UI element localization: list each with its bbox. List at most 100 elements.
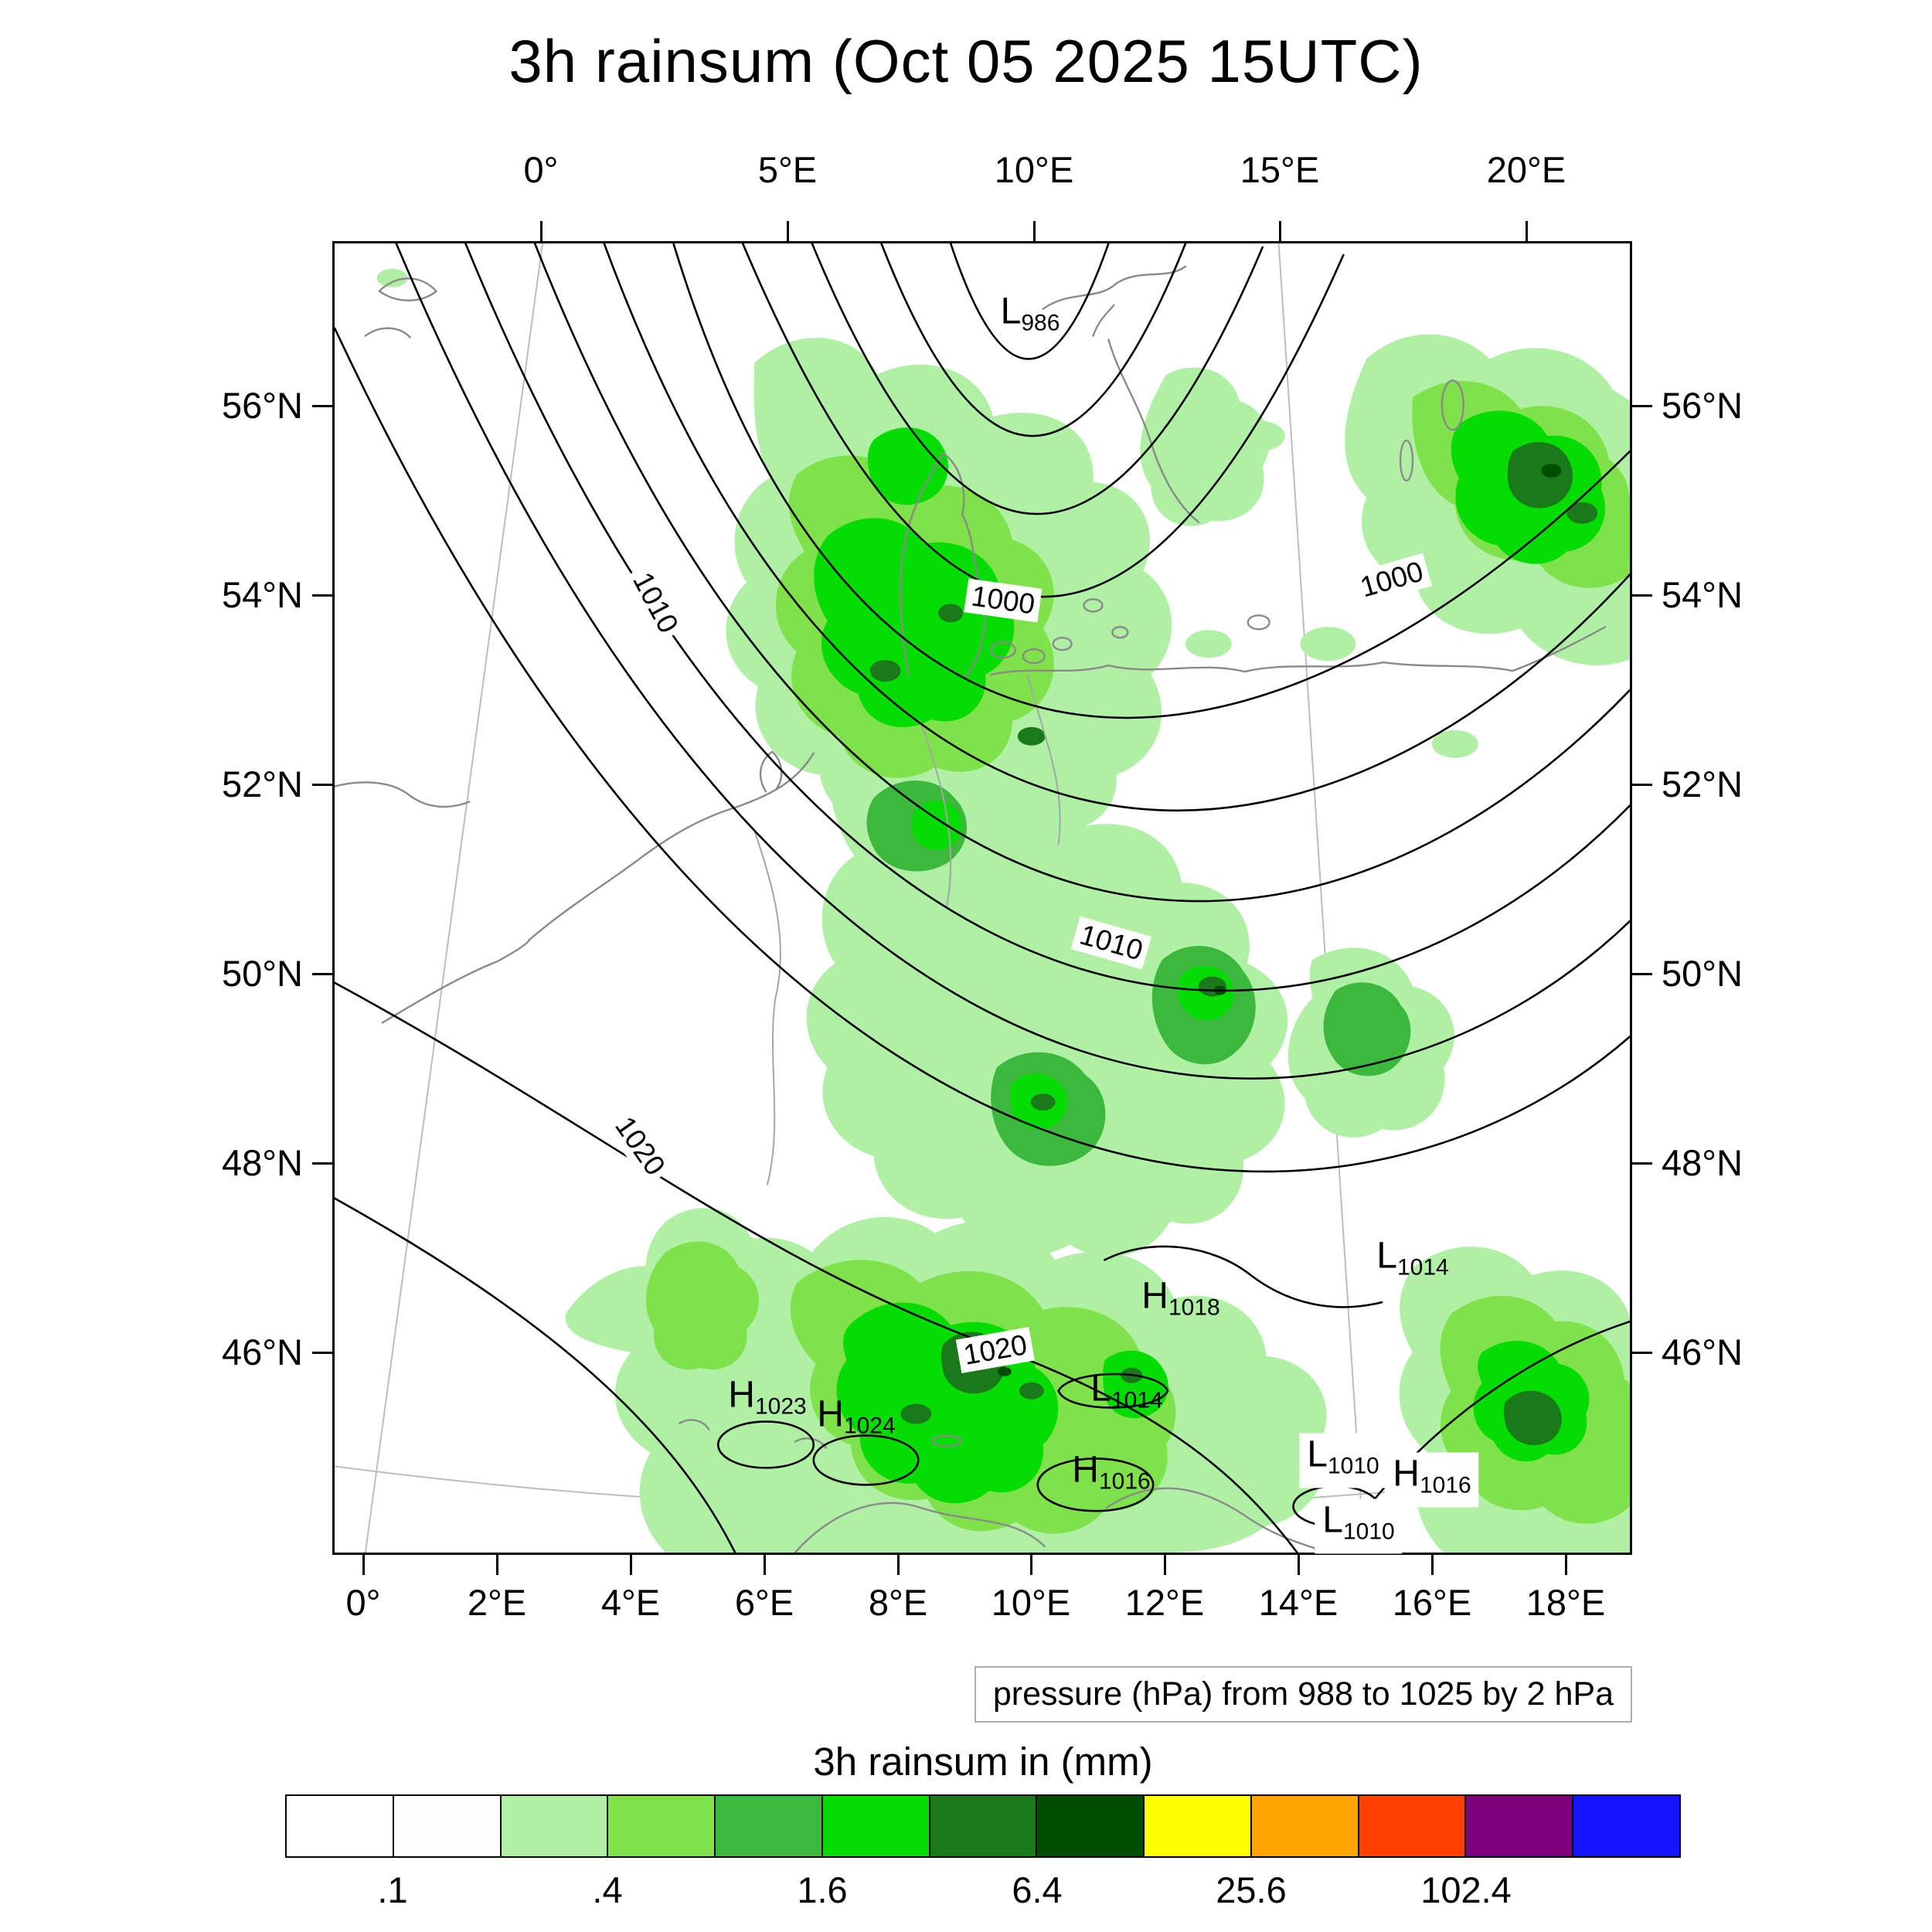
pressure-center-value: 1016	[1419, 1472, 1471, 1498]
axis-tick	[312, 784, 332, 786]
axis-tick	[630, 1555, 632, 1575]
colorbar-tick-label: 6.4	[1012, 1869, 1063, 1910]
rain-patch	[806, 755, 1288, 1257]
river	[919, 719, 952, 906]
lake	[679, 1419, 710, 1430]
isobar-line	[1104, 1245, 1383, 1308]
colorbar-tick-label: 102.4	[1420, 1869, 1512, 1910]
bottom-axis-label: 10°E	[991, 1582, 1071, 1623]
island	[1440, 379, 1464, 431]
rain-spot	[1566, 502, 1598, 524]
coastline	[364, 327, 411, 338]
top-axis-label: 15°E	[1240, 149, 1320, 190]
graticule-line	[364, 243, 544, 1553]
rain-spot	[997, 1366, 1012, 1376]
colorbar-cell	[716, 1796, 823, 1856]
rain-patch	[1431, 730, 1478, 758]
pressure-center-letter: H	[817, 1393, 844, 1435]
pressure-center-letter: L	[1322, 1499, 1343, 1541]
pressure-center: H1024	[817, 1393, 895, 1447]
chart-title: 3h rainsum (Oct 05 2025 15UTC)	[509, 27, 1423, 95]
island	[1052, 636, 1073, 651]
rain-spot	[938, 604, 964, 623]
isobar-line	[811, 243, 1264, 515]
pressure-center: L1014	[1090, 1369, 1162, 1421]
rain-patch	[1185, 630, 1232, 658]
pressure-center-letter: L	[1000, 291, 1022, 332]
axis-tick	[312, 1352, 332, 1354]
pressure-center-value: 1010	[1327, 1453, 1379, 1479]
right-axis-label: 54°N	[1662, 574, 1743, 615]
isobar-line	[672, 243, 1630, 719]
rain-patch	[1300, 627, 1356, 662]
coastline	[378, 277, 437, 301]
island	[1083, 598, 1104, 613]
coastline	[759, 750, 783, 793]
colorbar-cell	[930, 1796, 1038, 1856]
bottom-axis-label: 14°E	[1258, 1582, 1338, 1623]
colorbar-cell	[393, 1796, 502, 1856]
island	[989, 641, 1017, 659]
pressure-caption: pressure (hPa) from 988 to 1025 by 2 hPa	[974, 1666, 1632, 1723]
isobar-line	[716, 1420, 815, 1469]
pressure-center: H1018	[1141, 1276, 1220, 1328]
axis-tick	[1565, 1555, 1567, 1575]
left-axis-label: 52°N	[221, 764, 303, 804]
pressure-center-value: 1010	[1342, 1519, 1395, 1545]
coastline	[1092, 304, 1115, 337]
axis-tick	[1526, 221, 1528, 241]
axis-tick	[764, 1555, 766, 1575]
colorbar-tick-label: .1	[377, 1869, 408, 1910]
colorbar-tick-label: .4	[592, 1869, 623, 1910]
coastlines	[335, 265, 1607, 1553]
coastline	[1042, 265, 1187, 310]
island	[1022, 648, 1046, 665]
pressure-center-value: 1016	[1098, 1468, 1151, 1495]
right-axis-label: 46°N	[1662, 1332, 1743, 1372]
isobar-line	[1057, 1372, 1169, 1409]
lake	[932, 1434, 962, 1447]
pressure-center: H1023	[728, 1375, 806, 1427]
axis-tick	[540, 221, 543, 241]
top-axis-label: 0°	[523, 149, 559, 190]
axis-tick	[1632, 784, 1652, 786]
isobar-line	[335, 327, 1630, 1173]
axis-tick	[362, 1555, 365, 1575]
colorbar-cell	[608, 1796, 716, 1856]
colorbar-cell	[287, 1796, 394, 1856]
axis-tick	[312, 594, 332, 597]
island	[1399, 439, 1414, 482]
colorbar-cell	[1359, 1796, 1467, 1856]
right-axis-label: 52°N	[1662, 764, 1743, 804]
axis-tick	[1632, 405, 1652, 407]
rain-spot	[1019, 1382, 1044, 1400]
colorbar-cell	[822, 1796, 930, 1856]
pressure-center-letter: L	[1307, 1434, 1328, 1475]
right-axis-label: 56°N	[1662, 385, 1743, 426]
pressure-center: H1016	[1072, 1450, 1151, 1502]
isobar-line	[335, 981, 1298, 1553]
island	[1111, 626, 1129, 639]
bottom-axis-label: 0°	[345, 1582, 381, 1623]
pressure-center-letter: L	[1090, 1368, 1111, 1410]
left-axis-label: 50°N	[221, 953, 303, 994]
axis-tick	[1431, 1555, 1434, 1575]
pressure-center: L1014	[1376, 1236, 1448, 1288]
top-axis-label: 20°E	[1486, 149, 1566, 190]
axis-tick	[312, 1162, 332, 1165]
map-area: 1010 1000 1000 1010 1020 1020 L986 L1014…	[332, 241, 1632, 1555]
colorbar-tick-label: 1.6	[797, 1869, 848, 1910]
bottom-axis-label: 2°E	[467, 1582, 527, 1623]
axis-tick	[312, 405, 332, 407]
pressure-center-value: 1018	[1168, 1294, 1220, 1321]
rain-patch	[1140, 367, 1270, 526]
bottom-axis-label: 6°E	[734, 1582, 794, 1623]
bottom-axis-label: 18°E	[1526, 1582, 1606, 1623]
coastline	[381, 940, 530, 1024]
pressure-center-letter: H	[1393, 1453, 1420, 1495]
axis-tick	[1030, 1555, 1032, 1575]
axis-tick	[1632, 1352, 1652, 1354]
coastline	[794, 1502, 1046, 1553]
bottom-axis-label: 12°E	[1124, 1582, 1205, 1623]
right-axis-label: 50°N	[1662, 953, 1743, 994]
